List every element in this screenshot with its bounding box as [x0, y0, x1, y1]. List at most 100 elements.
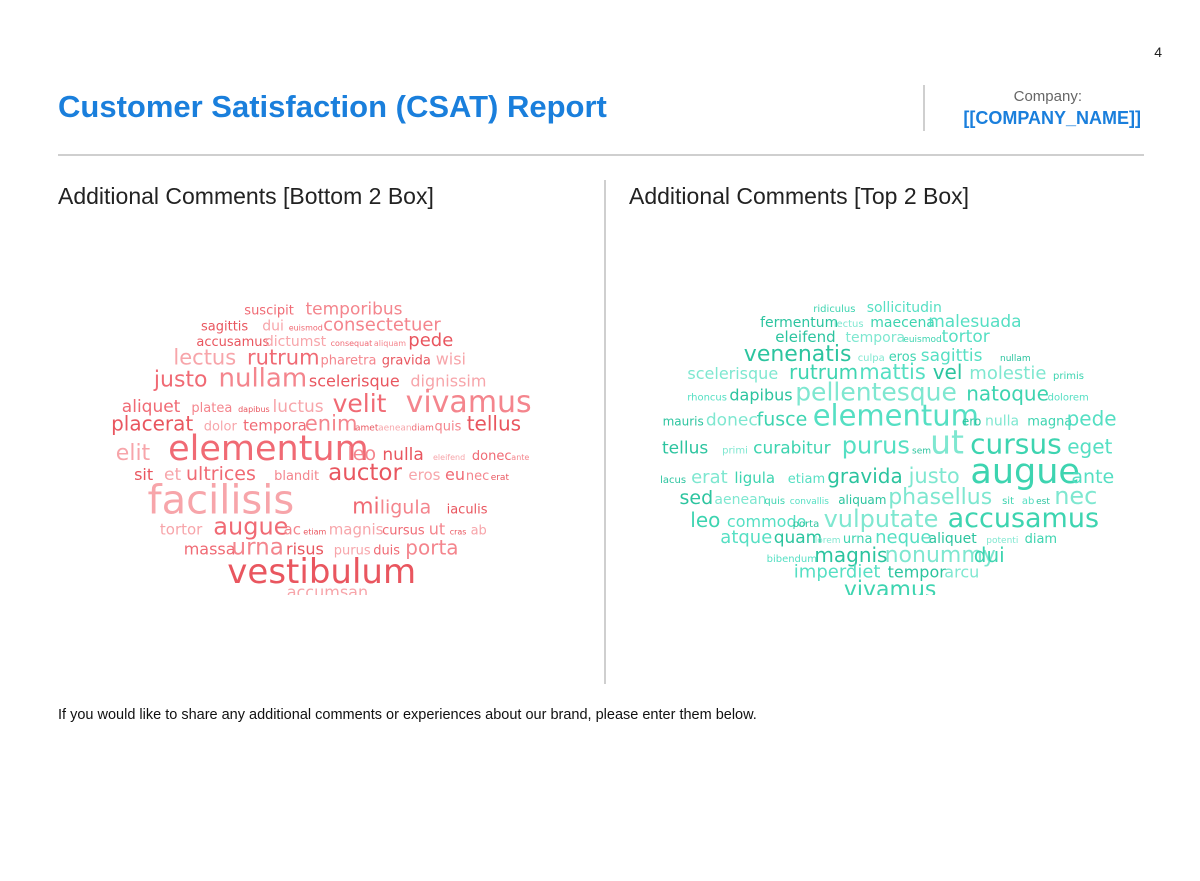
top-cloud-word: tempora [846, 330, 906, 346]
top-cloud-word: leo [690, 508, 720, 532]
bottom-cloud-word: tortor [160, 520, 203, 538]
header-divider [58, 154, 1144, 156]
bottom-box-word-cloud: suscipit temporibus sagittis dui euismod cons… [105, 285, 540, 595]
top-cloud-word: maecena [870, 315, 935, 331]
top-cloud-word: ero [962, 414, 981, 428]
bottom-cloud-word: dignissim [410, 372, 486, 391]
bottom-cloud-word: dictumst [265, 334, 327, 350]
top-cloud-word: aliquet [929, 531, 978, 547]
bottom-cloud-word: aenean [378, 423, 412, 433]
company-label: Company: [1013, 88, 1082, 105]
bottom-cloud-word: vestibulum [227, 552, 416, 592]
bottom-cloud-word: nullam [219, 364, 308, 394]
bottom-cloud-word: risus [286, 539, 324, 558]
top-cloud-word: curabitur [753, 438, 830, 458]
bottom-cloud-word: wisi [436, 349, 466, 368]
top-cloud-word: convallis [790, 497, 830, 507]
top-cloud-word: vulputate [824, 505, 939, 533]
top-cloud-word: mattis [859, 360, 926, 384]
bottom-cloud-word: placerat [111, 411, 193, 435]
top-cloud-word: tempor [888, 563, 947, 582]
report-title: Customer Satisfaction (CSAT) Report [58, 89, 607, 124]
top-cloud-word: molestie [969, 363, 1046, 384]
bottom-cloud-word: pede [408, 330, 453, 351]
top-cloud-word: fermentum [760, 315, 838, 331]
top-cloud-word: nec [1054, 482, 1097, 510]
company-block: Company: [[COMPANY_NAME]] [923, 85, 1145, 131]
bottom-cloud-word: duis [373, 543, 400, 558]
bottom-cloud-word: purus [334, 543, 371, 558]
top-cloud-word: dui [974, 543, 1005, 567]
top-cloud-word: primi [722, 445, 748, 456]
bottom-cloud-word: erat [491, 473, 510, 483]
bottom-cloud-word: euismod [289, 323, 323, 332]
bottom-cloud-word: lectus [173, 345, 236, 369]
bottom-cloud-word: ligula [380, 496, 432, 518]
top-cloud-word: augue [970, 452, 1080, 492]
bottom-cloud-word: consequat [331, 339, 373, 348]
bottom-cloud-word: dolor [204, 419, 238, 434]
top-cloud-word: lorem [815, 536, 841, 546]
bottom-cloud-word: etiam [303, 527, 326, 536]
bottom-cloud-word: donec [472, 449, 512, 464]
top-cloud-word: fusce [757, 408, 808, 430]
bottom-cloud-word: luctus [273, 397, 324, 417]
bottom-cloud-word: enim [305, 411, 358, 435]
bottom-cloud-word: cursus [382, 523, 425, 538]
bottom-cloud-word: nec [466, 469, 489, 484]
top-cloud-word: ante [1071, 466, 1114, 488]
bottom-cloud-word: suscipit [244, 304, 294, 319]
bottom-cloud-word: rutrum [247, 345, 320, 369]
bottom-cloud-word: cras [450, 527, 467, 536]
bottom-cloud-word: aliquet [122, 397, 181, 417]
top-cloud-word: venenatis [744, 342, 852, 367]
bottom-cloud-word: auctor [328, 460, 402, 486]
top-cloud-word: dapibus [729, 386, 792, 405]
bottom-cloud-word: sagittis [201, 319, 248, 334]
top-cloud-word: gravida [827, 464, 903, 488]
top-cloud-word: urna [843, 532, 873, 547]
bottom-cloud-word: tellus [467, 411, 521, 435]
bottom-cloud-word: ut [429, 519, 445, 538]
top-cloud-word: ligula [734, 469, 775, 487]
bottom-cloud-word: justo [153, 368, 208, 393]
bottom-cloud-word: massa [184, 539, 236, 558]
top-cloud-word: imperdiet [794, 562, 881, 583]
top-cloud-word: lectus [834, 319, 864, 330]
top-cloud-word: eros [889, 350, 917, 365]
top-cloud-word: phasellus [888, 485, 992, 510]
bottom-cloud-word: urna [232, 534, 284, 560]
top-cloud-word: nulla [985, 413, 1019, 429]
top-cloud-word: eleifend [775, 328, 835, 346]
bottom-cloud-word: scelerisque [309, 372, 400, 391]
top-cloud-word: natoque [966, 382, 1049, 406]
top-cloud-word: malesuada [928, 312, 1021, 332]
bottom-cloud-word: pharetra [321, 353, 377, 368]
top-cloud-word: porta [793, 519, 820, 530]
top-cloud-word: purus [842, 431, 910, 459]
top-cloud-word: accusamus [948, 503, 1099, 534]
bottom-box-title: Additional Comments [Bottom 2 Box] [58, 183, 434, 209]
bottom-cloud-word: velit [333, 389, 387, 418]
bottom-cloud-word: eu [445, 465, 465, 484]
bottom-cloud-word: porta [405, 535, 458, 559]
top-cloud-word: neque [875, 527, 931, 548]
top-cloud-word: nullam [1000, 354, 1031, 364]
top-cloud-word: eget [1067, 434, 1112, 458]
bottom-cloud-word: ab [471, 523, 487, 538]
top-cloud-word: bibendum [767, 554, 817, 565]
bottom-cloud-word: accusamus [196, 335, 269, 350]
top-cloud-word: est [1036, 497, 1050, 507]
top-cloud-word: ut [930, 422, 964, 461]
bottom-cloud-word: et [164, 465, 181, 485]
top-cloud-word: pede [1067, 406, 1117, 430]
top-cloud-word: scelerisque [687, 364, 778, 383]
bottom-cloud-word: eleifend [433, 453, 465, 462]
top-cloud-word: vivamus [844, 578, 936, 595]
top-cloud-word: sed [680, 487, 714, 509]
bottom-cloud-word: eros [408, 466, 440, 484]
bottom-cloud-word: iaculis [447, 502, 488, 517]
bottom-cloud-word: platea [191, 401, 232, 416]
top-cloud-word: tortor [942, 327, 990, 347]
